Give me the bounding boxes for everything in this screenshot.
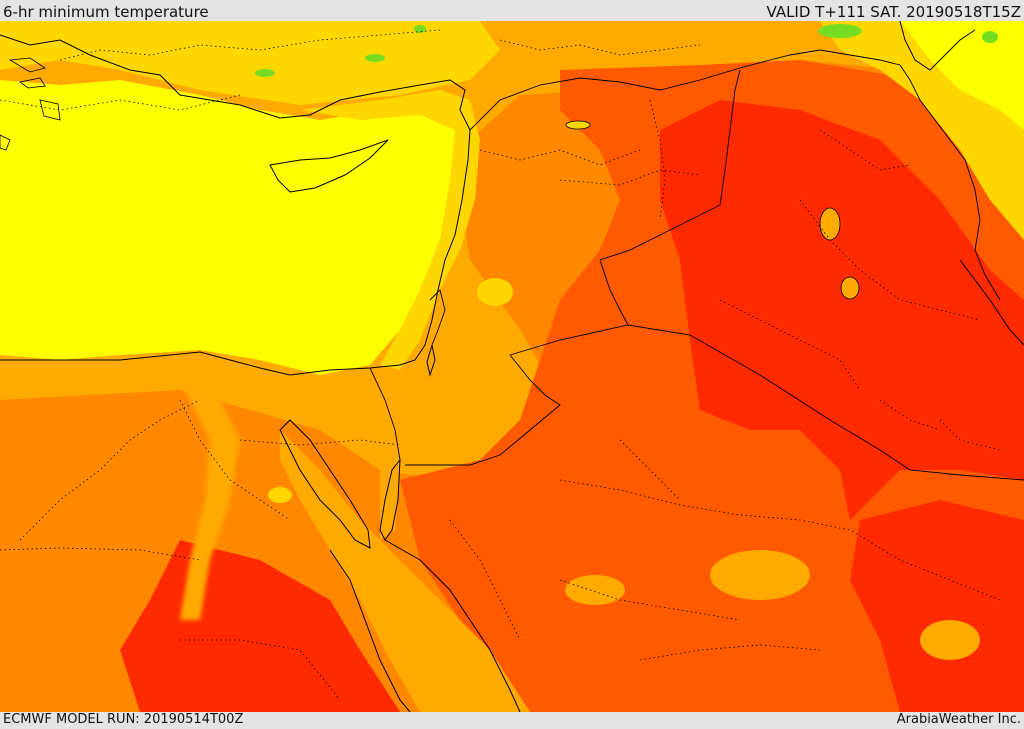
gulf-aqaba — [379, 458, 401, 541]
turkey-coast — [0, 34, 471, 131]
green-cell — [818, 24, 862, 38]
red-sea-amber — [280, 430, 530, 712]
upper-gold — [0, 21, 500, 105]
temperature-map-canvas — [0, 21, 1024, 712]
green-cell — [365, 54, 385, 62]
egypt-coast — [0, 351, 401, 376]
model-run-label: ECMWF MODEL RUN: 20190514T00Z — [3, 712, 244, 727]
lake-assad — [565, 120, 591, 130]
cyprus — [269, 139, 389, 193]
map-header: 6-hr minimum temperature VALID T+111 SAT… — [0, 0, 1024, 21]
mediterranean-yellow — [0, 80, 460, 375]
map-title: 6-hr minimum temperature — [3, 3, 209, 21]
jordan-iraq-border — [509, 259, 629, 356]
credit-label: ArabiaWeather Inc. — [896, 712, 1021, 727]
syria-iraq-border — [599, 69, 741, 261]
red-sea-east — [384, 539, 521, 712]
amber-patch — [710, 550, 810, 600]
syria-turkey-border — [469, 49, 901, 131]
amber-patch — [920, 620, 980, 660]
temp-band-red-se — [850, 500, 1024, 712]
iraq-saudi-border — [627, 324, 1024, 481]
green-cell — [255, 69, 275, 77]
red-sea-west — [329, 549, 411, 712]
coastlines — [0, 21, 1024, 712]
gulf-coast — [959, 259, 1024, 346]
map-footer: ECMWF MODEL RUN: 20190514T00Z ArabiaWeat… — [0, 712, 1024, 729]
aegean-islands — [0, 57, 61, 151]
dead-sea — [426, 344, 436, 377]
levant-coast — [399, 129, 471, 366]
gulf-strip — [380, 470, 400, 540]
israel-border — [429, 289, 446, 346]
nile-strip — [180, 380, 240, 620]
levant-gold — [300, 90, 480, 370]
amber-patch — [565, 575, 625, 605]
temperature-map[interactable] — [0, 21, 1024, 712]
temp-band-red — [660, 100, 1024, 520]
amber-patch — [268, 487, 292, 503]
caspian-edge — [899, 21, 976, 71]
valid-time-label: VALID T+111 SAT. 20190518T15Z — [766, 3, 1021, 21]
jordan-saudi-border — [405, 354, 561, 466]
admin-borders — [0, 29, 1001, 701]
iran-iraq-border — [899, 64, 1001, 301]
yellow-patch-ne — [900, 21, 1024, 130]
lake-tharthar — [819, 207, 841, 241]
lake-razazza — [840, 276, 860, 300]
amber-patch — [477, 278, 513, 306]
green-cell — [982, 31, 998, 43]
gulf-suez — [279, 419, 371, 549]
green-cell — [414, 25, 426, 33]
